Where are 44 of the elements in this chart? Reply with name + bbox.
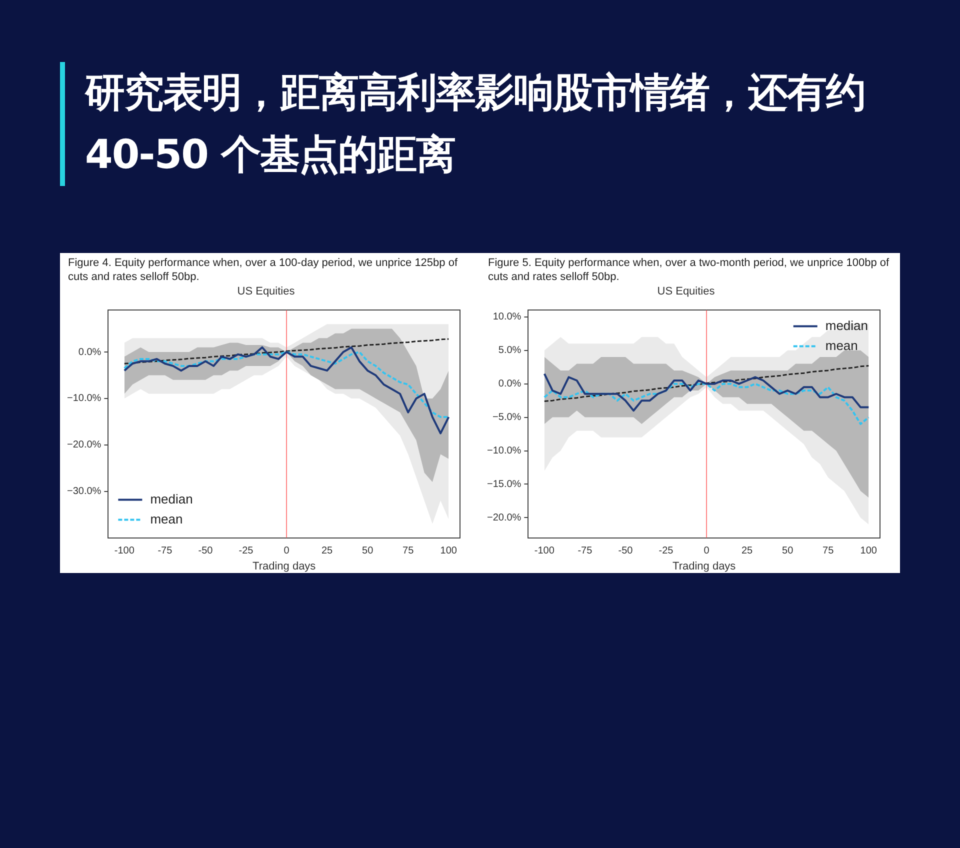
x-axis-title: Trading days [252,560,316,572]
chart-subtitle: US Equities [657,286,716,298]
y-tick-label: −20.0% [486,512,522,524]
chart-title: Figure 5. Equity performance when, over a two-month period, we unprice 100bp of cuts and rates selloff 50bp. [487,256,890,283]
chart-title: Figure 4. Equity performance when, over a 100-day period, we unprice 125bp of cuts and rates selloff 50bp. [67,256,459,283]
x-tick-label: 100 [860,546,878,557]
y-tick-label: −10.0% [66,393,102,404]
x-tick-label: 75 [402,546,414,557]
line-series [543,382,870,425]
x-tick-label: -100 [114,546,135,557]
x-tick-label: 50 [782,546,794,557]
x-tick-label: -25 [238,546,254,557]
x-tick-label: 75 [822,546,834,557]
y-tick-label: −5.0% [492,412,522,424]
x-tick-label: -50 [618,546,634,557]
legend-label: mean [150,511,183,526]
y-tick-label: −10.0% [486,446,522,457]
x-tick-label: -50 [198,546,214,557]
x-tick-label: -25 [658,546,674,557]
legend-label: median [150,491,193,506]
y-tick-label: 5.0% [498,345,522,356]
y-tick-label: 0.0% [78,346,102,358]
y-tick-label: −30.0% [66,486,102,498]
legend-label: median [825,318,868,333]
y-tick-label: −20.0% [66,440,102,451]
line-series [124,338,450,364]
x-axis-title: Trading days [672,560,736,572]
x-tick-label: 0 [704,546,710,557]
x-tick-label: -100 [534,546,555,557]
x-tick-label: 25 [321,546,334,557]
x-tick-label: -75 [158,546,173,557]
x-tick-label: 100 [440,546,458,557]
x-tick-label: 0 [284,546,290,557]
text: 研究表明，距离高利率影响股市情绪，还有约 40-50 个基点的距离 [85,69,866,180]
line-series [123,351,450,418]
y-tick-label: 0.0% [498,378,522,390]
x-tick-label: 50 [362,546,374,557]
x-tick-label: -75 [578,546,593,557]
legend-label: mean [825,338,858,353]
y-tick-label: −15.0% [486,478,522,490]
x-tick-label: 25 [741,546,754,557]
line-series [544,365,870,402]
chart-subtitle: US Equities [237,286,296,298]
y-tick-label: 10.0% [492,312,522,323]
